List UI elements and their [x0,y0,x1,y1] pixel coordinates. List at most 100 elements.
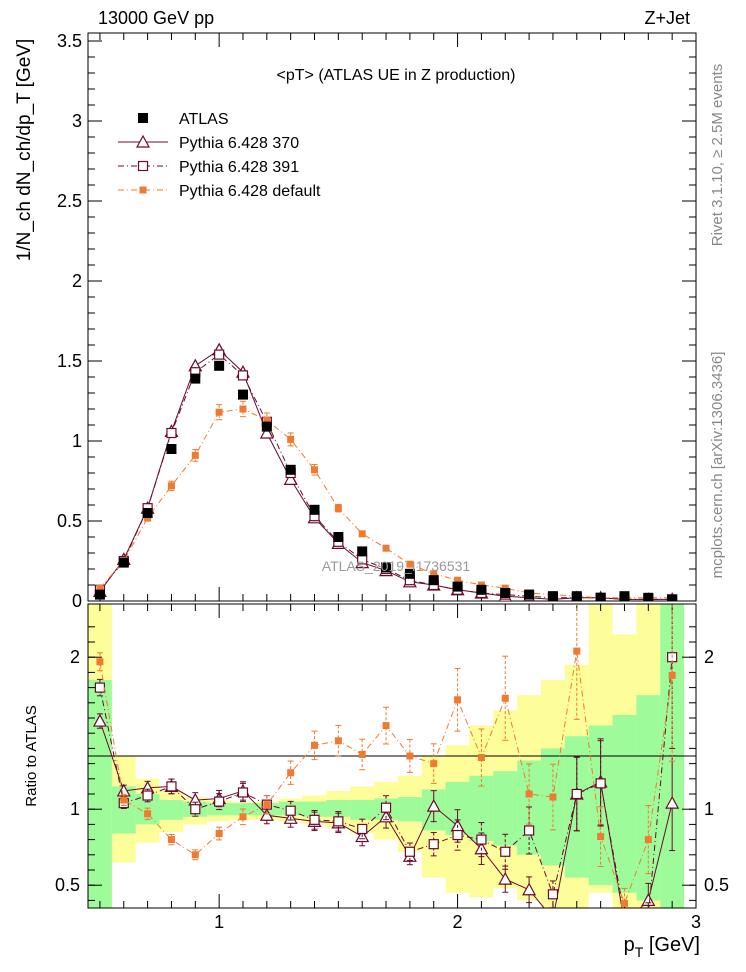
main-series-atlas-point [452,581,463,592]
ratio-series-2-point [549,793,557,801]
ratio-series-1-point [547,889,559,900]
legend-marker-1 [135,134,151,148]
main-series-atlas-point [285,464,296,475]
main-series-2-point [166,427,177,439]
ratio-series-2-point [668,671,676,679]
main-series-atlas-point [333,532,344,542]
ratio-series-2-point [287,769,295,777]
ratio-series-1-point [357,823,368,835]
ratio-series-2-point [597,833,605,841]
main-series-atlas-point [94,589,105,600]
ratio-series-1-point [333,816,344,827]
header-left: 13000 GeV pp [98,8,214,28]
ratio-series-1-point [620,911,629,920]
main-series-atlas-point [500,588,511,598]
watermark: ATLAS_2019_I1736531 [322,558,471,574]
ratio-series-1-point [94,682,106,693]
ratio-series-0-point [665,795,680,809]
main-ytick-label: 3 [72,111,82,131]
ratio-series-2-point [382,722,390,730]
band-green [445,781,470,836]
ratio-series-2-point [454,696,462,704]
main-series-atlas-point [643,592,654,601]
legend-marker-3 [139,186,147,194]
legend-label-0: ATLAS [179,111,229,128]
mcplots-label: mcplots.cern.ch [arXiv:1306.3436] [709,352,726,579]
legend-label-1: Pythia 6.428 370 [179,135,299,152]
ratio-series-0-point [547,913,559,924]
legend-label-3: Pythia 6.428 default [179,183,321,200]
band-green [397,797,422,822]
band-green [326,800,351,817]
ratio-series-0-point [426,798,441,812]
main-ylabel: 1/N_ch dN_ch/dp_T [GeV] [14,39,35,262]
ratio-series-1-point [523,825,535,836]
ratio-series-1-point [380,802,392,813]
main-series-1-point [259,425,274,439]
ratio-series-0-point [92,713,107,727]
band-green [350,800,375,820]
main-series-2-point [237,370,249,381]
ratio-series-1-point [166,781,177,792]
main-ytick-label: 3.5 [57,31,82,51]
ratio-series-2-point [334,737,342,745]
main-series-3-point [311,466,319,474]
main-series-atlas-point [404,568,415,579]
ratio-ylabel: Ratio to ATLAS [23,705,40,806]
main-series-atlas-point [357,546,368,557]
ratio-xtick-label: 1 [214,912,224,932]
main-series-3-point [382,544,390,552]
x-axis-label: pT [GeV] [624,934,700,960]
main-axis-ticks: 0 0.5 1 1.5 2 2.5 3 3.5 [57,31,696,611]
ratio-series-1-point [595,778,606,789]
ratio-series-2-point [477,754,485,762]
ratio-series-1-point [214,796,225,807]
ratio-series-0-point [618,917,630,928]
main-series-3-point [239,405,247,413]
main-series-3-point [406,560,414,568]
main-series-atlas-point [142,508,153,518]
ratio-ytick-label: 1 [70,799,80,819]
ratio-series-2-point [167,836,175,844]
ratio-series-2-point [239,813,247,821]
ratio-series-2-point [263,801,271,809]
main-ytick-label: 1 [72,431,82,451]
main-series-3-point [287,435,295,443]
ratio-series-2-point [358,750,366,758]
header-right: Z+Jet [644,8,690,28]
ratio-series-1-point [309,814,320,825]
main-series-atlas-point [619,591,630,601]
ratio-ytick-label: 0.5 [55,875,80,895]
ratio-series-2-point [406,752,414,760]
band-green [493,771,518,846]
rivet-label: Rivet 3.1.10, ≥ 2.5M events [709,64,726,247]
main-series-atlas-point [261,421,272,432]
ratio-series-2-point [215,830,223,838]
ratio-ytick-label-right: 2 [704,647,714,667]
ratio-series-1-point [500,846,511,857]
band-green [159,800,184,820]
ratio-series-1-point [237,787,249,798]
band-green [636,695,661,901]
band-green [469,775,494,842]
main-series [92,342,678,601]
main-frame [87,32,697,602]
ratio-series-2-point [120,796,128,804]
ratio-series-2-point [501,694,509,702]
ratio-series-2-point [573,647,581,655]
ratio-series-2-point [430,760,438,768]
main-series-3-point [263,416,271,424]
ratio-series [92,604,680,928]
ratio-series-0-point [522,882,537,896]
ratio-series-1-point [404,846,415,857]
main-series-3-point [167,482,175,490]
main-series-3-point [430,570,438,578]
ratio-xtick-label: 2 [453,912,463,932]
ratio-series-2-point [620,899,628,907]
main-ytick-label: 0.5 [57,511,82,531]
main-ytick-label: 2 [72,271,82,291]
main-series-3-point [191,451,199,459]
main-series-atlas-point [214,360,225,371]
ratio-series-1-point [644,911,653,920]
